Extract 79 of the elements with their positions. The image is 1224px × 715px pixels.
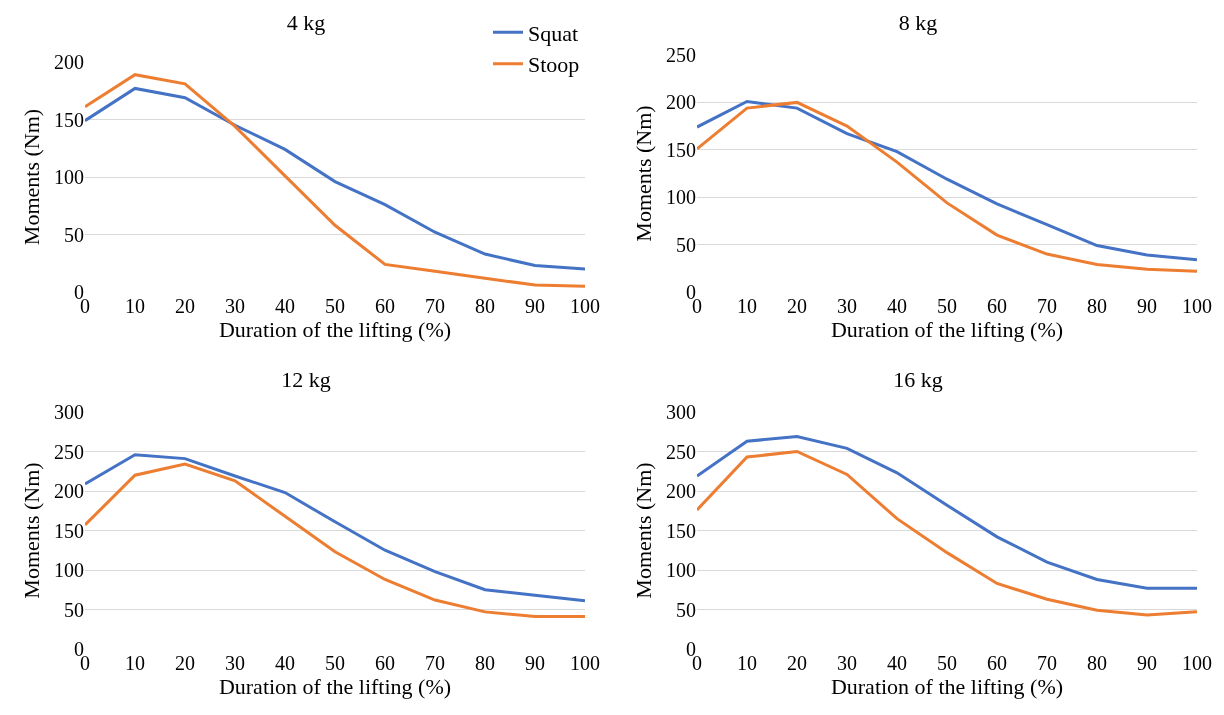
y-tick-label: 100 [666, 559, 696, 581]
x-tick-label: 80 [475, 295, 495, 317]
x-axis-title: Duration of the lifting (%) [830, 674, 1064, 699]
x-tick-label: 50 [325, 295, 345, 317]
y-tick-label: 50 [676, 233, 696, 256]
x-axis-title: Duration of the lifting (%) [218, 674, 452, 699]
x-tick-label: 30 [837, 652, 857, 674]
x-tick-label: 20 [787, 295, 807, 317]
x-tick-label: 90 [1137, 652, 1157, 674]
chart-title: 4 kg [286, 9, 326, 35]
x-tick-label: 80 [1087, 652, 1107, 674]
y-tick-label: 200 [54, 480, 84, 502]
x-tick-label: 60 [987, 652, 1007, 674]
x-tick-label: 100 [1182, 295, 1212, 317]
x-tick-label: 10 [125, 652, 145, 674]
x-tick-label: 50 [937, 652, 957, 674]
x-tick-label: 70 [425, 295, 445, 317]
y-tick-label: 150 [666, 519, 696, 542]
line-series [697, 434, 1197, 590]
x-tick-label: 50 [325, 652, 345, 674]
x-tick-label: 100 [570, 652, 600, 674]
chart-title: 12 kg [281, 366, 331, 392]
y-tick-label: 150 [666, 138, 696, 161]
y-tick-label: 100 [666, 186, 696, 209]
x-tick-label: 10 [737, 295, 757, 317]
x-tick-label: 70 [1037, 295, 1057, 317]
y-tick-label: 50 [64, 223, 84, 246]
x-tick-label: 40 [887, 295, 907, 317]
line-series [697, 450, 1197, 617]
x-tick-label: 30 [837, 295, 857, 317]
y-tick-label: 50 [676, 598, 696, 621]
x-tick-label: 90 [1137, 295, 1157, 317]
x-tick-label: 30 [225, 652, 245, 674]
x-tick-label: 80 [475, 652, 495, 674]
y-tick-label: 250 [666, 440, 696, 463]
y-tick-label: 100 [54, 166, 84, 188]
y-tick-label: 300 [54, 401, 84, 423]
x-tick-label: 40 [275, 652, 295, 674]
x-tick-label: 90 [525, 295, 545, 317]
x-tick-label: 80 [1087, 295, 1107, 317]
y-tick-label: 250 [54, 440, 84, 463]
x-tick-label: 100 [1182, 652, 1212, 674]
x-tick-label: 20 [175, 652, 195, 674]
x-tick-label: 100 [570, 295, 600, 317]
y-axis-title: Moments (Nm) [630, 462, 656, 599]
y-tick-label: 200 [666, 480, 696, 502]
x-tick-label: 60 [375, 295, 395, 317]
y-tick-label: 50 [64, 598, 84, 621]
y-tick-label: 100 [54, 559, 84, 581]
y-axis-title: Moments (Nm) [630, 105, 656, 242]
legend-label: Squat [528, 20, 579, 46]
legend-label: Stoop [528, 52, 580, 78]
x-tick-label: 40 [887, 652, 907, 674]
y-tick-label: 250 [666, 44, 696, 66]
y-tick-label: 150 [54, 519, 84, 542]
x-tick-label: 60 [375, 652, 395, 674]
y-axis-title: Moments (Nm) [18, 108, 44, 246]
y-tick-label: 200 [666, 91, 696, 114]
chart-title: 16 kg [893, 366, 943, 392]
x-tick-label: 70 [1037, 652, 1057, 674]
x-axis-title: Duration of the lifting (%) [218, 317, 452, 342]
x-tick-label: 20 [175, 295, 195, 317]
y-tick-label: 300 [666, 401, 696, 423]
x-tick-label: 20 [787, 652, 807, 674]
y-tick-label: 150 [54, 108, 84, 131]
x-axis-title: Duration of the lifting (%) [830, 317, 1064, 342]
x-tick-label: 50 [937, 295, 957, 317]
x-tick-label: 30 [225, 295, 245, 317]
line-series [85, 453, 585, 603]
x-tick-label: 40 [275, 295, 295, 317]
x-tick-label: 60 [987, 295, 1007, 317]
line-series [85, 462, 585, 619]
x-tick-label: 10 [737, 652, 757, 674]
y-axis-title: Moments (Nm) [18, 462, 44, 599]
x-tick-label: 70 [425, 652, 445, 674]
x-tick-label: 10 [125, 295, 145, 317]
x-tick-label: 90 [525, 652, 545, 674]
y-tick-label: 200 [54, 51, 84, 73]
chart-title: 8 kg [898, 9, 938, 35]
